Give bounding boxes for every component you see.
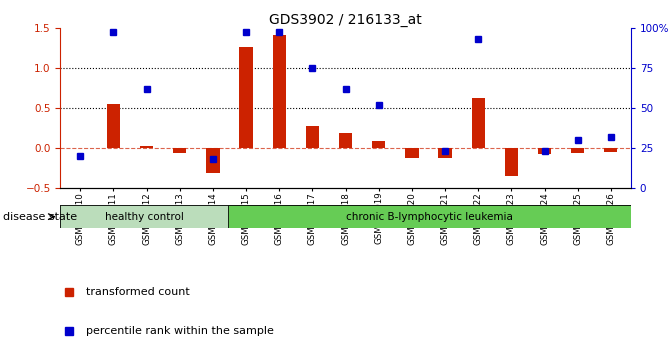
Text: percentile rank within the sample: percentile rank within the sample (86, 326, 274, 336)
Bar (438, 148, 452, 158)
Bar (571, 148, 584, 153)
Bar (604, 148, 617, 152)
Title: GDS3902 / 216133_at: GDS3902 / 216133_at (269, 13, 422, 27)
Bar (505, 148, 518, 176)
Text: chronic B-lymphocytic leukemia: chronic B-lymphocytic leukemia (346, 212, 513, 222)
Bar (107, 104, 120, 148)
Text: healthy control: healthy control (105, 212, 184, 222)
FancyBboxPatch shape (60, 205, 228, 228)
Bar (538, 148, 551, 154)
Bar (140, 146, 153, 148)
FancyBboxPatch shape (228, 205, 631, 228)
Bar (306, 126, 319, 148)
Bar (206, 148, 219, 173)
Bar (372, 141, 385, 148)
Bar (240, 47, 253, 148)
Text: transformed count: transformed count (86, 287, 190, 297)
Text: disease state: disease state (3, 212, 77, 222)
Bar (405, 148, 419, 158)
Bar (173, 148, 187, 153)
Bar (472, 98, 485, 148)
Bar (339, 133, 352, 148)
Bar (272, 35, 286, 148)
